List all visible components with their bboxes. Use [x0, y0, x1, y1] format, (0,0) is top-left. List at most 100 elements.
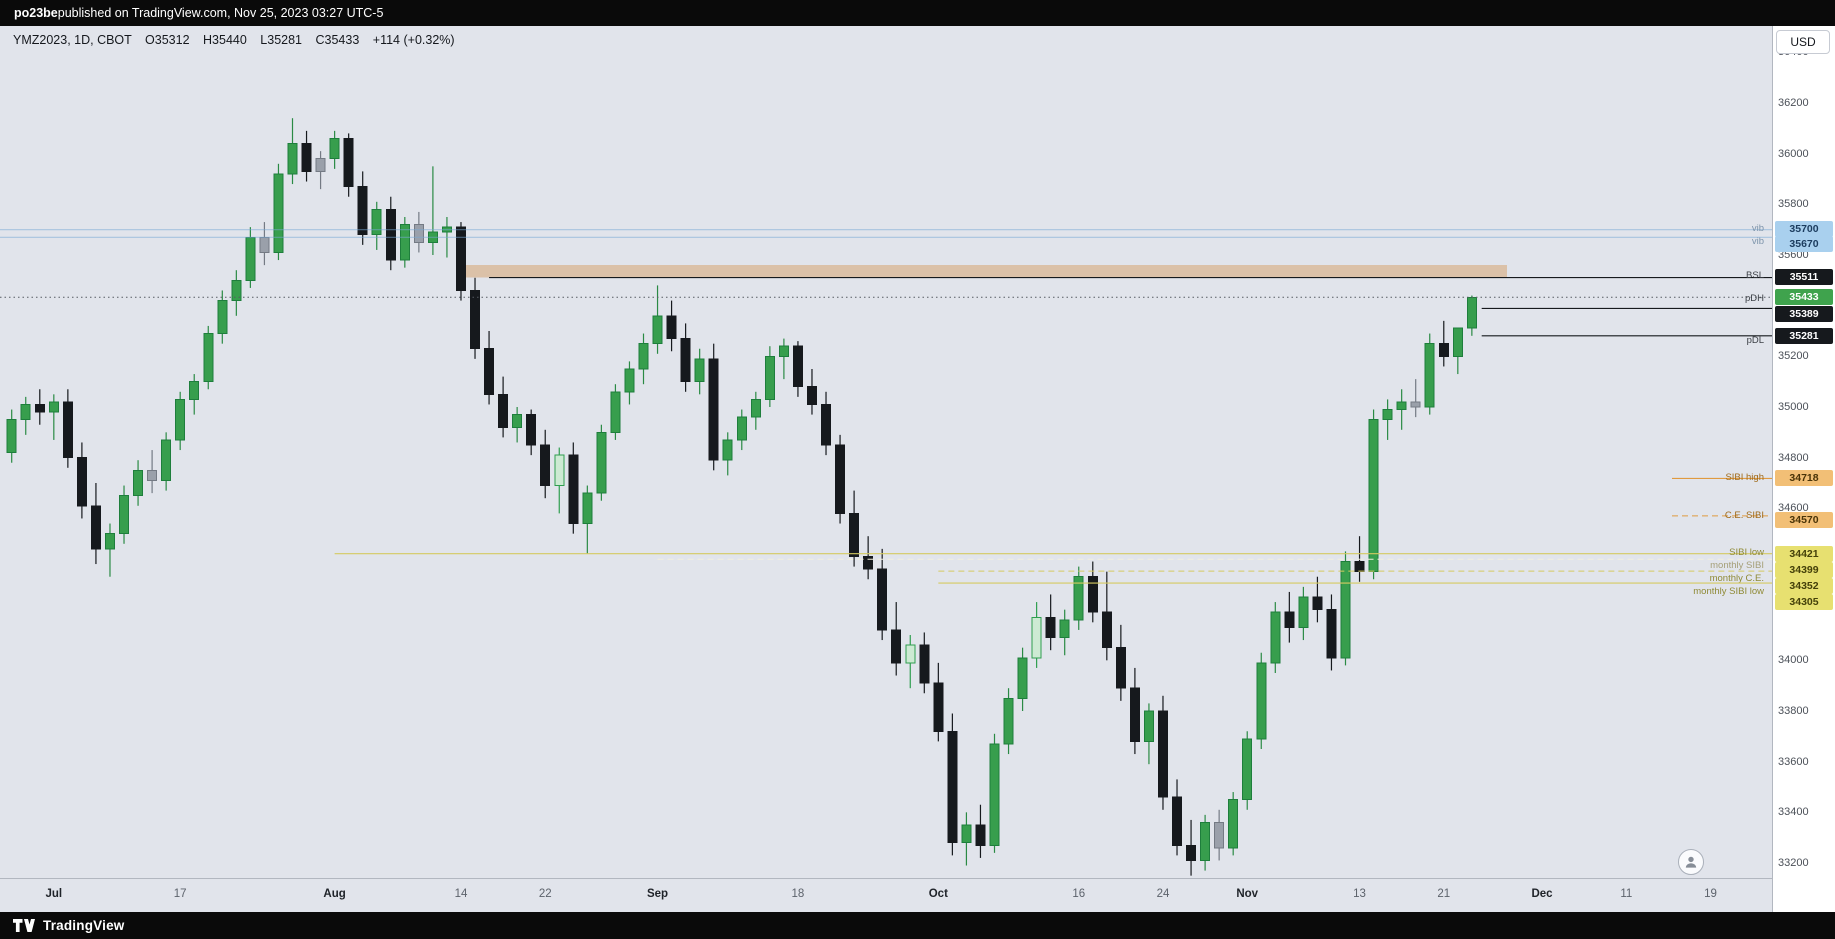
candle-body	[1017, 657, 1028, 699]
level-label: SIBI high	[1725, 472, 1764, 483]
ohlc-low: L35281	[260, 33, 303, 47]
price-badge-34718: 34718	[1775, 470, 1833, 486]
time-axis-label-18: 18	[791, 888, 805, 900]
candle-body	[877, 568, 888, 631]
candle-body	[1340, 561, 1351, 659]
candle-body	[413, 224, 424, 243]
time-axis-label-Oct: Oct	[928, 888, 948, 900]
level-label: C.E. SIBI	[1725, 510, 1764, 521]
price-tick-label: 35200	[1778, 350, 1809, 363]
time-axis-label-17: 17	[173, 888, 187, 900]
candle-body	[1284, 611, 1295, 628]
ohlc-high: H35440	[203, 33, 247, 47]
candle-body	[933, 682, 944, 732]
ohlc-open: O35312	[145, 33, 190, 47]
price-tick-label: 36000	[1778, 147, 1809, 160]
candle-body	[582, 492, 593, 525]
price-badge-35389: 35389	[1775, 306, 1833, 322]
candle-body	[34, 403, 45, 413]
candle-body	[399, 224, 410, 261]
candle-body	[1059, 619, 1070, 639]
price-tick-label: 35000	[1778, 400, 1809, 413]
candle-body	[498, 393, 509, 428]
publish-info-text: published on TradingView.com, Nov 25, 20…	[57, 6, 384, 20]
candlestick-chart[interactable]: vib vib BSL pDH pDL SIBI high C.E. SIBI SIBI lo…	[0, 26, 1772, 878]
candle-body	[554, 454, 565, 487]
candle-body	[1045, 616, 1056, 639]
level-label: SIBI low	[1729, 547, 1764, 558]
candle-body	[1424, 343, 1435, 408]
candle-body	[1438, 343, 1449, 357]
symbol-title: YMZ2023, 1D, CBOT	[13, 33, 132, 47]
tradingview-brand-text[interactable]: TradingView	[43, 918, 125, 933]
candle-body	[1228, 799, 1239, 849]
candle-body	[357, 186, 368, 236]
candle-body	[736, 416, 747, 441]
candle-body	[638, 343, 649, 370]
level-label: vib	[1752, 223, 1764, 234]
candle-body	[371, 208, 382, 236]
user-icon	[1685, 856, 1697, 868]
time-axis-label-21: 21	[1437, 888, 1451, 900]
time-axis-label-16: 16	[1072, 888, 1086, 900]
candle-body	[568, 454, 579, 525]
time-axis-label-13: 13	[1353, 888, 1366, 900]
candle-body	[273, 173, 284, 253]
price-tick-label: 33600	[1778, 755, 1809, 768]
candle-body	[203, 333, 214, 383]
level-label: monthly SIBI	[1710, 560, 1764, 571]
publisher-avatar-button[interactable]	[1678, 849, 1704, 875]
candle-body	[540, 444, 551, 487]
candle-body	[1214, 821, 1225, 849]
price-tick-label: 34600	[1778, 502, 1809, 515]
candle-body	[596, 431, 607, 494]
price-tick-label: 34800	[1778, 451, 1809, 464]
price-badge-34352: 34352	[1775, 578, 1833, 594]
candle-body	[62, 401, 73, 459]
price-badge-35511: 35511	[1775, 269, 1833, 285]
candle-body	[1312, 596, 1323, 611]
candle-body	[1270, 611, 1281, 664]
candle-body	[343, 137, 354, 188]
candle-body	[652, 315, 663, 345]
candle-body	[259, 236, 270, 253]
time-axis[interactable]: Jul 17 Aug 14 22 Sep 18 Oct 16 24 Nov 13 21 Dec 11 19	[0, 878, 1772, 912]
candle-body	[6, 419, 17, 454]
candle-body	[48, 401, 59, 413]
candle-body	[1368, 419, 1379, 573]
candle-body	[905, 644, 916, 664]
time-axis-label-11: 11	[1620, 888, 1633, 900]
level-label: monthly C.E.	[1710, 573, 1764, 584]
candle-body	[1256, 662, 1267, 740]
candle-body	[119, 495, 130, 535]
candle-body	[1143, 710, 1154, 742]
currency-toggle-button[interactable]: USD	[1776, 30, 1830, 54]
candle-body	[470, 289, 481, 350]
candle-body	[722, 439, 733, 461]
level-label: vib	[1752, 236, 1764, 247]
time-axis-label-Dec: Dec	[1531, 888, 1553, 900]
candle-body	[1326, 609, 1337, 659]
candle-body	[624, 368, 635, 393]
candle-body	[231, 279, 242, 302]
candle-body	[301, 143, 312, 172]
candle-body	[1031, 616, 1042, 659]
candle-body	[76, 457, 87, 507]
publisher-username: po23be	[14, 6, 58, 20]
price-tick-label: 34000	[1778, 654, 1809, 667]
candle-body	[1298, 596, 1309, 628]
price-tick-label: 36200	[1778, 97, 1809, 109]
candle-body	[1087, 576, 1098, 613]
candle-body	[245, 236, 256, 281]
candle-body	[1452, 327, 1463, 357]
candle-body	[666, 315, 677, 340]
candle-body	[1003, 697, 1014, 745]
price-badge-34305: 34305	[1775, 594, 1833, 610]
tradingview-logo-icon[interactable]	[13, 919, 36, 932]
price-axis[interactable]: 3640036200360003580035600352003500034800…	[1772, 26, 1835, 912]
candle-body	[133, 469, 144, 497]
candle-body	[1200, 821, 1211, 861]
price-badge-35281: 35281	[1775, 328, 1833, 344]
time-axis-label-24: 24	[1156, 888, 1170, 900]
candle-body	[961, 824, 972, 844]
